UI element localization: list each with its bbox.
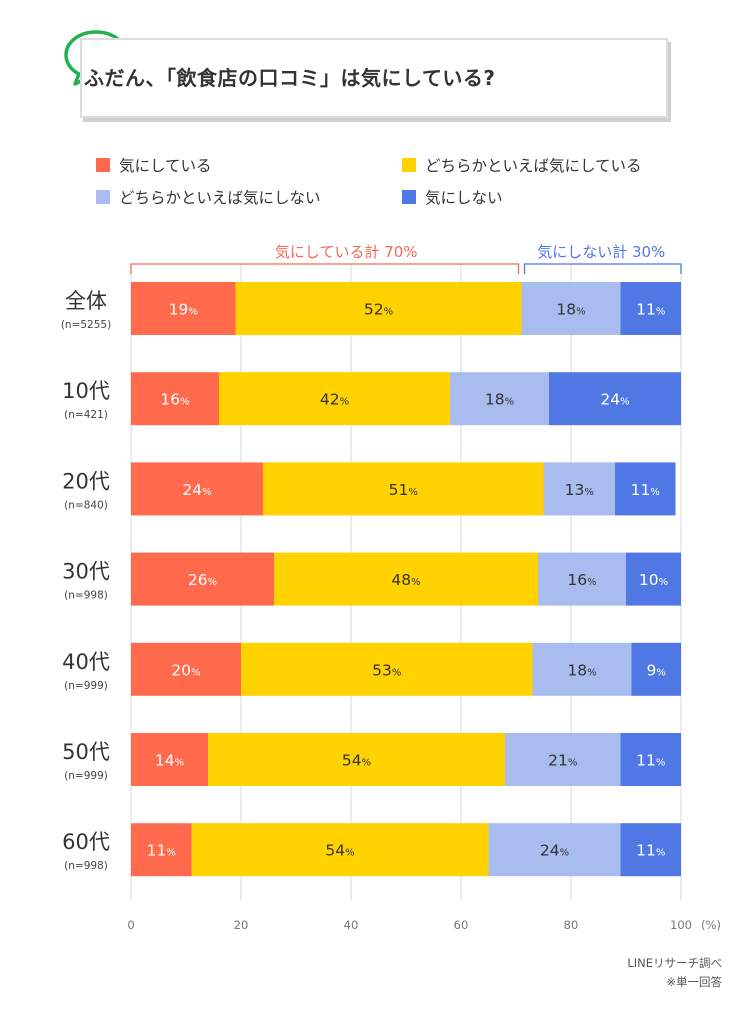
bar-segment [505, 733, 621, 786]
x-axis-unit: (%) [701, 918, 721, 932]
data-label: 26% [188, 571, 217, 589]
bar-segment [235, 282, 522, 335]
x-tick-label: 60 [454, 918, 469, 932]
data-label: 52% [364, 301, 393, 319]
bar-segment [620, 733, 681, 786]
bar-segment [208, 733, 505, 786]
bracket-care-total [130, 263, 520, 274]
data-label: 11% [636, 752, 665, 770]
legend-swatch [96, 158, 110, 172]
legend-item-somewhat-care: どちらかといえば気にしている [402, 154, 642, 176]
bar-segment [131, 372, 219, 426]
data-label: 20% [171, 661, 200, 679]
sample-size-label: (n=840) [64, 499, 108, 511]
data-label: 11% [631, 481, 660, 499]
legend-label: どちらかといえば気にしない [119, 189, 321, 207]
legend-label: 気にしている [119, 157, 212, 175]
x-tick-label: 20 [234, 918, 249, 932]
data-label: 53% [372, 661, 401, 679]
x-tick-label: 40 [344, 918, 359, 932]
bar-segment [131, 733, 208, 786]
data-label: 21% [548, 752, 577, 770]
sample-size-label: (n=998) [64, 860, 108, 872]
legend-label: どちらかといえば気にしている [425, 157, 642, 175]
data-label: 42% [320, 391, 349, 409]
sample-size-label: (n=998) [64, 590, 108, 602]
bar-segment [241, 642, 533, 696]
data-label: 16% [160, 391, 189, 409]
bar-segment [131, 642, 241, 696]
bar-segment [532, 642, 632, 696]
chart-title: ふだん、「飲食店の口コミ」は気にしている? [84, 66, 496, 90]
sample-size-label: (n=5255) [61, 319, 111, 331]
data-label: 11% [636, 301, 665, 319]
bar-segment [620, 823, 681, 877]
bar-segment [191, 823, 489, 877]
data-label: 51% [389, 481, 418, 499]
title-box [80, 38, 668, 118]
legend-item-not-care: 気にしない [402, 186, 503, 208]
legend-label: 気にしない [425, 189, 503, 207]
category-label: 50代 [62, 740, 110, 764]
source-credit: LINEリサーチ調べ [627, 956, 722, 970]
category-label: 20代 [62, 469, 110, 493]
data-label: 10% [639, 571, 668, 589]
bar-segment [549, 372, 681, 426]
bar-segment [521, 282, 621, 335]
bar-segment [219, 372, 450, 426]
data-label: 24% [600, 391, 629, 409]
data-label: 18% [485, 391, 514, 409]
category-label: 60代 [62, 830, 110, 854]
sample-size-label: (n=421) [64, 409, 108, 421]
bar-segment [543, 462, 615, 516]
sample-size-label: (n=999) [64, 680, 108, 692]
category-label: 全体 [65, 289, 107, 313]
data-label: 14% [155, 752, 184, 770]
category-label: 40代 [62, 650, 110, 674]
x-tick-label: 100 [670, 918, 692, 932]
data-label: 18% [556, 301, 585, 319]
bar-segment [615, 462, 676, 516]
legend-swatch [402, 190, 416, 204]
data-label: 11% [147, 842, 176, 860]
bar-segment [131, 282, 236, 335]
sample-size-label: (n=999) [64, 770, 108, 782]
data-label: 19% [169, 301, 198, 319]
bar-segment [131, 462, 263, 516]
data-label: 24% [540, 842, 569, 860]
data-label: 13% [565, 481, 594, 499]
bar-segment [131, 823, 192, 877]
data-label: 48% [391, 571, 420, 589]
data-label: 11% [636, 842, 665, 860]
bar-segment [631, 642, 681, 696]
bar-segment [274, 552, 538, 606]
legend-item-care: 気にしている [96, 154, 212, 176]
category-label: 30代 [62, 560, 110, 584]
data-label: 54% [325, 842, 354, 860]
data-label: 24% [182, 481, 211, 499]
bar-segment [488, 823, 621, 877]
bracket-not-care-total [523, 263, 682, 274]
x-tick-label: 80 [564, 918, 579, 932]
data-label: 54% [342, 752, 371, 770]
x-tick-label: 0 [127, 918, 134, 932]
answer-note: ※単一回答 [666, 975, 722, 989]
category-label: 10代 [62, 379, 110, 403]
data-label: 9% [647, 661, 666, 679]
legend-swatch [402, 158, 416, 172]
bar-segment [131, 552, 274, 606]
bar-segment [626, 552, 681, 606]
legend-swatch [96, 190, 110, 204]
data-label: 18% [567, 661, 596, 679]
bar-segment [620, 282, 681, 335]
group-label-care-total: 気にしている計 70% [275, 243, 418, 261]
group-label-not-care-total: 気にしない計 30% [537, 243, 665, 261]
bar-segment [450, 372, 549, 426]
bar-segment [263, 462, 544, 516]
bar-segment [538, 552, 626, 606]
legend-item-somewhat-not-care: どちらかといえば気にしない [96, 186, 321, 208]
data-label: 16% [567, 571, 596, 589]
